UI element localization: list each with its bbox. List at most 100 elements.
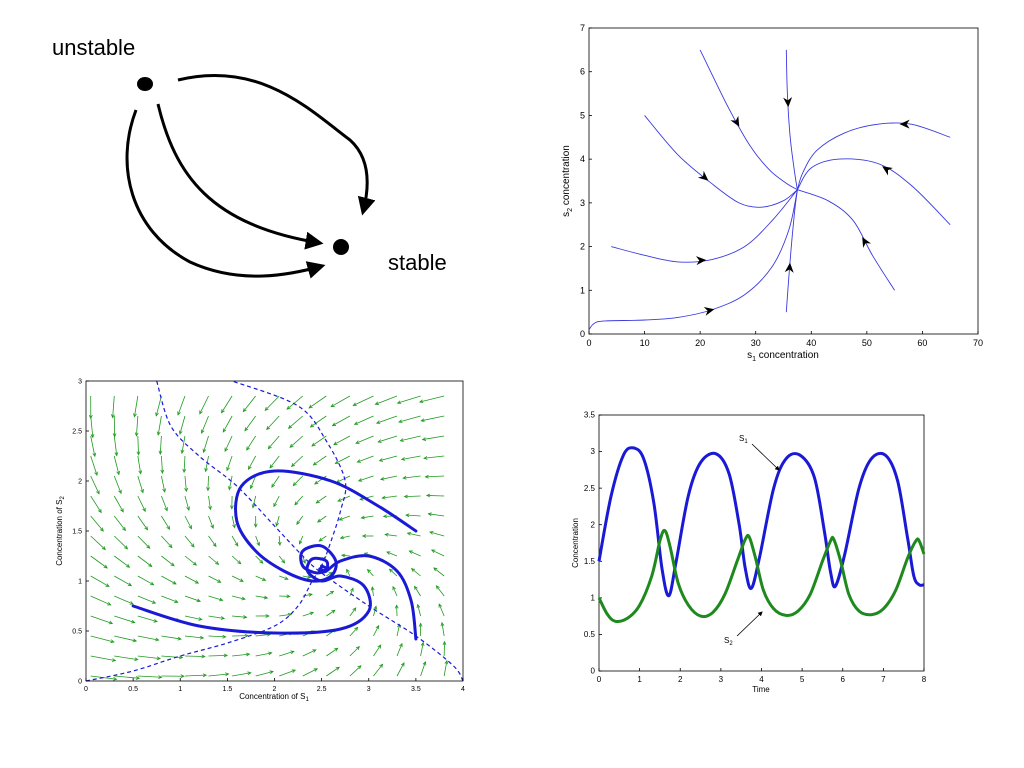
vector-field-arrowhead (118, 489, 122, 495)
vector-field-arrow (422, 435, 445, 440)
vector-field-arrow (349, 627, 358, 637)
phase-top-ytick-label: 1 (580, 285, 585, 295)
time-course-xtick-label: 5 (800, 675, 805, 684)
vector-field-arrow (255, 633, 271, 637)
vector-field-arrowhead (160, 469, 165, 474)
phase-bottom-xtick-label: 1.5 (223, 686, 233, 693)
vector-field-arrowhead (246, 446, 250, 451)
vector-field-arrowhead (179, 655, 184, 660)
vector-field-arrowhead (116, 470, 120, 476)
vector-field-arrow (90, 535, 106, 550)
vector-field-arrowhead (228, 486, 232, 491)
vector-field-arrowhead (275, 522, 279, 527)
vector-field-arrowhead (313, 668, 319, 672)
vector-field-arrowhead (105, 583, 110, 587)
phase-top-trajectories (588, 49, 951, 330)
vector-field-arrowhead (361, 534, 367, 538)
vector-field-arrow (232, 615, 247, 618)
vector-field-arrow (279, 575, 289, 580)
vector-field-arrow (137, 555, 152, 567)
vector-field-arrowhead (146, 544, 151, 549)
vector-field-arrowhead (314, 480, 319, 485)
vector-field-arrow (438, 603, 445, 617)
phase-top-trajectory-7 (797, 189, 895, 291)
vector-field-arrowhead (400, 457, 406, 461)
vector-field-arrow (113, 475, 122, 494)
vector-field-arrow (296, 515, 304, 525)
vector-field-arrowhead (125, 563, 131, 568)
vector-field-arrow (278, 535, 281, 546)
vector-field-arrow (313, 455, 327, 466)
phase-bottom-ytick-label: 1.5 (72, 528, 82, 535)
vector-field-arrowhead (229, 505, 234, 510)
vector-field-arrow (201, 415, 209, 434)
phase-bottom-vector-field (88, 395, 449, 681)
phase-bottom-ytick-label: 0 (78, 678, 82, 685)
vector-field-arrowhead (206, 487, 210, 492)
vector-field-arrowhead (151, 600, 157, 604)
vector-field-arrow (137, 595, 156, 604)
phase-bottom-xtick-label: 1 (178, 686, 182, 693)
vector-field-arrowhead (220, 616, 226, 620)
vector-field-arrow (161, 555, 175, 567)
phase-bottom-xtick-label: 2 (273, 686, 277, 693)
vector-field-arrow (341, 554, 350, 557)
vector-field-arrowhead (267, 445, 272, 450)
stable-label: stable (388, 250, 447, 275)
vector-field-arrow (333, 435, 351, 445)
stable-point (333, 239, 349, 255)
vector-field-arrow (248, 455, 257, 470)
vector-field-arrowhead (226, 466, 230, 472)
vector-field-arrowhead (394, 604, 399, 609)
vector-field-arrow (357, 455, 374, 463)
vector-field-arrow (208, 575, 221, 583)
vector-field-arrowhead (103, 564, 108, 569)
vector-field-arrowhead (418, 622, 423, 627)
vector-field-arrowhead (286, 594, 291, 599)
vector-field-arrowhead (291, 669, 297, 673)
vector-field-arrow (398, 415, 421, 423)
vector-field-arrowhead (120, 508, 124, 513)
vector-field-arrowhead (330, 403, 335, 408)
vector-field-arrowhead (140, 489, 144, 494)
vector-field-arrow (208, 535, 217, 547)
phase-top-trajectory-4 (699, 49, 798, 191)
vector-field-arrow (411, 568, 421, 577)
vector-field-arrow (90, 475, 100, 495)
phase-top-xtick-label: 40 (806, 338, 816, 348)
vector-field-arrow (161, 455, 163, 474)
vector-field-arrow (326, 572, 333, 577)
vector-field-arrowhead (378, 458, 384, 462)
vector-field-arrowhead (239, 578, 244, 582)
vector-field-arrowhead (190, 543, 195, 548)
vector-field-arrowhead (208, 505, 212, 511)
vector-field-arrowhead (408, 550, 413, 554)
vector-field-arrow (114, 595, 134, 605)
vector-field-arrow (157, 415, 162, 436)
vector-field-arrowhead (196, 598, 202, 603)
vector-field-arrowhead (111, 414, 115, 419)
diagram-arrow-middle (156, 103, 324, 250)
vector-field-arrow (375, 395, 398, 405)
phase-bottom-xtick-label: 3 (367, 686, 371, 693)
phase-top-trajectory-arrow-1 (703, 307, 715, 316)
time-course-xtick-label: 0 (597, 675, 602, 684)
vector-field-arrow (396, 643, 403, 657)
vector-field-arrow (335, 455, 351, 464)
vector-field-arrowhead (335, 666, 340, 671)
phase-bottom-xlabel: Concentration of S1 (239, 692, 309, 703)
vector-field-arrow (113, 535, 128, 550)
vector-field-arrowhead (424, 474, 429, 479)
vector-field-arrow (90, 655, 116, 662)
vector-field-arrowhead (150, 581, 155, 586)
vector-field-arrowhead (334, 460, 339, 464)
vector-field-arrowhead (338, 517, 343, 521)
vector-field-arrowhead (219, 597, 224, 602)
vector-field-arrow (404, 495, 421, 498)
vector-field-arrow (397, 395, 421, 404)
vector-field-arrowhead (281, 559, 286, 564)
vector-field-arrowhead (168, 544, 173, 549)
vector-field-arrow (224, 435, 233, 452)
vector-field-arrowhead (438, 603, 443, 608)
